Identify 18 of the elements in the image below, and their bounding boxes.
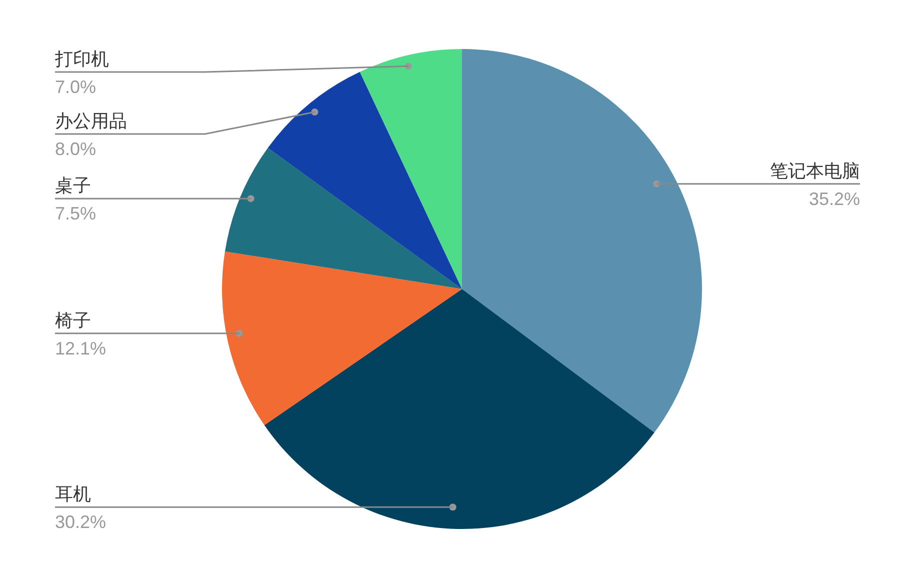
pie-slice [264,289,654,529]
slice-label: 打印机 [54,49,109,70]
slice-label: 办公用品 [55,111,127,132]
pie-slice [222,251,462,426]
data-label: 35.2% [808,188,860,209]
slice-label: 笔记本电脑 [770,160,860,182]
pie-slice [462,49,702,432]
data-label: 12.1% [55,338,106,358]
data-label: 7.5% [55,204,96,224]
pie-slice [360,49,462,289]
data-label: 8.0% [55,139,96,159]
pie-slice [268,72,462,289]
slice-label: 桌子 [55,176,91,197]
data-label: 7.0% [55,77,96,97]
pie-slice [224,148,462,289]
data-label: 30.2% [55,512,106,532]
slice-label: 椅子 [55,310,91,332]
slice-label: 耳机 [55,484,91,506]
